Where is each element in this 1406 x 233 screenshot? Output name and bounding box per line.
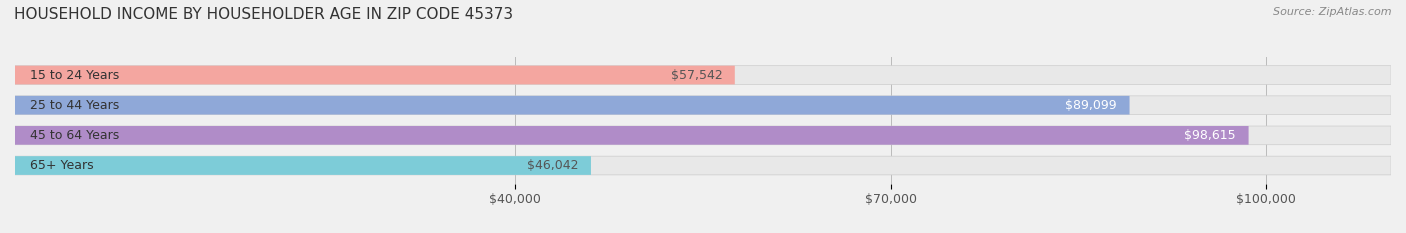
- Text: 25 to 44 Years: 25 to 44 Years: [30, 99, 120, 112]
- FancyBboxPatch shape: [15, 126, 1391, 145]
- FancyBboxPatch shape: [15, 126, 1249, 145]
- Text: $98,615: $98,615: [1184, 129, 1236, 142]
- FancyBboxPatch shape: [15, 156, 591, 175]
- Text: 15 to 24 Years: 15 to 24 Years: [30, 69, 120, 82]
- FancyBboxPatch shape: [15, 66, 735, 84]
- Text: $89,099: $89,099: [1066, 99, 1116, 112]
- Text: 65+ Years: 65+ Years: [30, 159, 94, 172]
- FancyBboxPatch shape: [15, 96, 1391, 115]
- Text: 45 to 64 Years: 45 to 64 Years: [30, 129, 120, 142]
- Text: Source: ZipAtlas.com: Source: ZipAtlas.com: [1274, 7, 1392, 17]
- Text: $46,042: $46,042: [527, 159, 578, 172]
- FancyBboxPatch shape: [15, 156, 1391, 175]
- Text: HOUSEHOLD INCOME BY HOUSEHOLDER AGE IN ZIP CODE 45373: HOUSEHOLD INCOME BY HOUSEHOLDER AGE IN Z…: [14, 7, 513, 22]
- FancyBboxPatch shape: [15, 96, 1129, 115]
- Text: $57,542: $57,542: [671, 69, 723, 82]
- FancyBboxPatch shape: [15, 66, 1391, 84]
